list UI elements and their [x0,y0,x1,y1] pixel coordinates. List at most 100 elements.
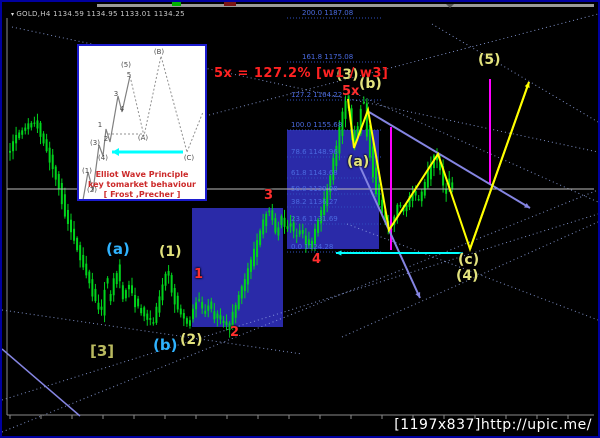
wave-label[interactable]: (1) [159,244,182,260]
candle-body [195,302,198,310]
candle-body [298,230,301,235]
candle-body [70,219,72,233]
candle-body [253,248,255,267]
candle-body [417,199,420,201]
trendline[interactable] [346,223,598,321]
candle-body [445,188,448,194]
wave-label[interactable]: 1 [194,267,204,282]
inset-wave-label: 3 [114,90,118,98]
candle-body [127,284,130,290]
yellow-arrow[interactable] [469,81,530,250]
violet-line[interactable] [2,348,81,417]
candle-body [283,217,286,227]
candle-body [301,229,304,234]
inset-wave-label: 4 [120,105,125,113]
wave-label[interactable]: 3 [264,188,274,203]
candle-body [368,125,371,158]
wave-label[interactable]: (c) [458,252,480,268]
trendline[interactable] [2,189,598,433]
candle-body [106,278,109,284]
fib-level-label: 38.2 1136.27 [291,198,338,206]
axes [6,18,594,419]
candle-body [320,210,323,224]
wave-label[interactable]: (b) [153,336,178,354]
candle-body [262,219,265,235]
wave-label[interactable]: (a) [347,154,370,170]
candle-body [24,127,27,131]
candle-body [30,122,33,128]
trendline[interactable] [351,91,598,203]
candle-body [292,222,295,232]
candle-body [201,301,204,309]
candle-body [341,111,344,137]
trendline[interactable] [341,221,598,338]
candle-body [179,308,182,315]
candle-body [448,178,451,186]
highlight-rect[interactable] [192,208,283,327]
candle-body [188,320,191,326]
candle-body [426,169,429,188]
fib-level-label: 78.6 1148.96 [291,148,338,156]
trendline[interactable] [2,309,303,355]
yellow-arrow-head [524,82,530,88]
candle-body [79,245,82,261]
inset-impulse-path [82,75,131,201]
wave-label[interactable]: (a) [106,240,130,258]
candle-body [63,194,66,217]
inset-wave-label: 1 [98,121,102,129]
candle-body [115,273,118,285]
fib-level-label: 127.2 1164.22 [291,91,343,99]
candle-body [310,240,313,249]
candle-body [121,285,124,300]
candle-body [103,289,106,316]
inset-caption: Elliot Wave Principle key tomarket behav… [79,170,205,200]
candle-body [118,264,121,282]
fib-extension-note[interactable]: 5x = 127.2% [w1 / w3] [214,66,389,81]
candle-body [396,204,399,218]
candle-body [137,298,140,307]
top-splitter-bar[interactable] [97,4,594,7]
wave-label[interactable]: (4) [456,268,479,284]
trendline[interactable] [2,213,598,401]
wave-label[interactable]: (2) [180,332,203,348]
wave-label[interactable]: 2 [230,325,240,340]
wave-label[interactable]: (3) [336,67,359,83]
wave-label[interactable]: [3] [90,342,115,360]
candle-body [143,307,146,317]
candle-body [365,103,368,137]
candle-body [198,299,201,301]
inset-corrective-path [129,55,188,153]
candle-body [411,194,414,202]
wave-label[interactable]: (5) [478,52,501,68]
fib-level-label: 100.0 1155.68 [291,121,343,129]
violet-arrow-head [415,292,421,298]
candle-body [265,213,268,227]
candle-body [222,320,225,324]
candle-body [204,310,207,314]
candle-body [170,275,173,293]
candle-body [271,210,274,221]
wave-label[interactable]: 5x [342,84,360,99]
wave-label[interactable]: (b) [359,76,382,92]
candles[interactable] [9,92,454,338]
fib-level-label: 200.0 1187.08 [302,9,354,17]
candle-body [332,158,335,181]
candle-body [371,146,374,178]
candle-body [381,199,384,214]
candle-body [436,154,438,161]
trendlines [2,13,598,433]
wave-label[interactable]: 4 [312,252,322,267]
candle-body [149,318,152,320]
violet-arrow[interactable] [368,111,531,209]
candle-body [112,278,115,296]
candle-body [124,290,127,299]
candle-body [51,154,54,170]
candle-body [146,313,149,320]
elliott-wave-inset-box[interactable]: (1) (2) (3) (4) 1 2 3 4 (5) 5 (A) (B) (C) Elliot Wav… [77,44,207,201]
violet-arrow-head [524,202,530,208]
candle-body [240,286,243,299]
candle-body [85,263,88,276]
trendline[interactable] [431,23,598,123]
fib-level-label: 161.8 1175.08 [302,53,354,61]
